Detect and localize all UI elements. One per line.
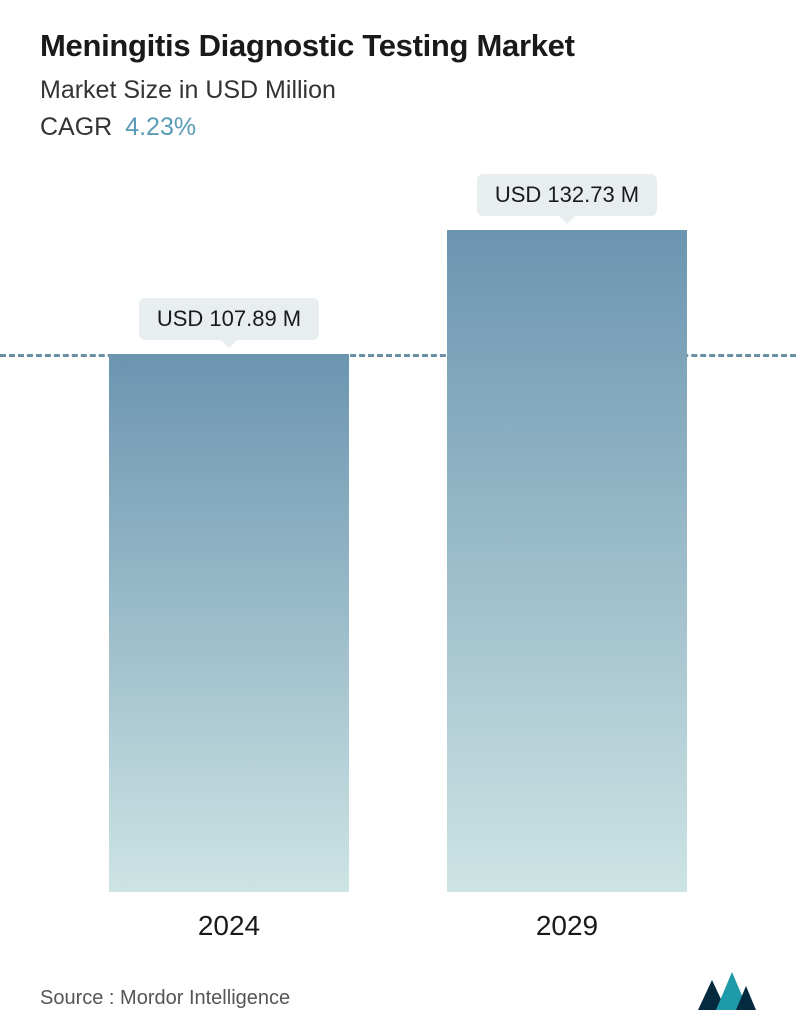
bar-2024 [109,354,349,892]
bars-container: USD 107.89 M USD 132.73 M [0,192,796,892]
value-badge-2029: USD 132.73 M [477,174,657,216]
cagr-value: 4.23% [125,113,196,141]
bar-group-2029: USD 132.73 M [447,174,687,892]
bar-group-2024: USD 107.89 M [109,298,349,892]
x-axis-labels: 2024 2029 [0,892,796,942]
value-badge-2024: USD 107.89 M [139,298,319,340]
chart-subtitle: Market Size in USD Million [40,76,756,105]
cagr-line: CAGR 4.23% [40,113,756,142]
chart-area: USD 107.89 M USD 132.73 M [0,192,796,892]
source-text: Source : Mordor Intelligence [40,987,290,1010]
x-label-2024: 2024 [109,910,349,942]
mordor-logo-icon [698,972,756,1010]
chart-header: Meningitis Diagnostic Testing Market Mar… [0,0,796,142]
bar-2029 [447,230,687,892]
x-label-2029: 2029 [447,910,687,942]
chart-footer: Source : Mordor Intelligence [40,972,756,1010]
chart-title: Meningitis Diagnostic Testing Market [40,28,756,64]
cagr-label: CAGR [40,113,112,141]
